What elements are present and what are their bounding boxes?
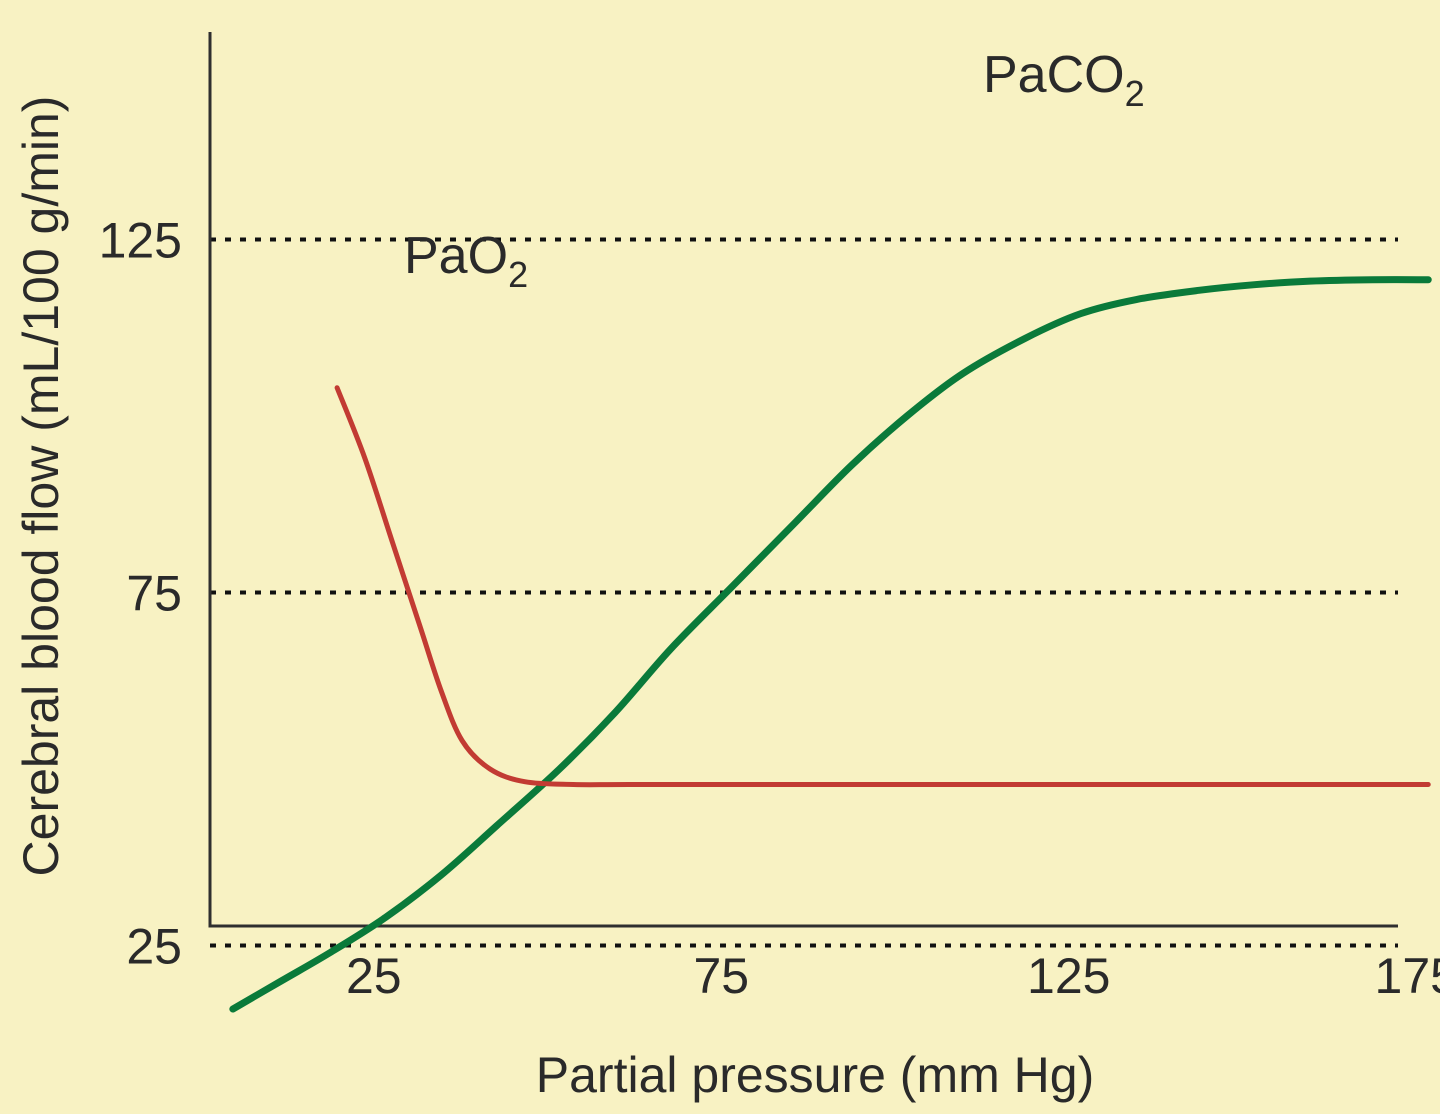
axes xyxy=(208,32,1398,928)
series xyxy=(229,276,1432,1013)
series-label-paco2-sub: 2 xyxy=(1125,73,1145,114)
series-label-pao2: PaO2 xyxy=(404,227,528,295)
x-axis-ticks: 25 75 125 175 xyxy=(346,948,1440,1004)
series-label-pao2-sub: 2 xyxy=(508,254,528,295)
x-tick-label-75: 75 xyxy=(693,948,749,1004)
x-tick-label-125: 125 xyxy=(1027,948,1110,1004)
y-tick-label-25: 25 xyxy=(126,919,182,975)
x-axis-title: Partial pressure (mm Hg) xyxy=(536,1047,1094,1103)
series-label-paco2: PaCO2 xyxy=(983,46,1145,114)
y-axis-title: Cerebral blood flow (mL/100 g/min) xyxy=(13,96,69,877)
y-tick-label-75: 75 xyxy=(126,566,182,622)
series-line-pao2 xyxy=(334,385,1431,788)
series-label-paco2-main: PaCO xyxy=(983,46,1125,104)
series-label-pao2-main: PaO xyxy=(404,227,508,285)
x-tick-label-175: 175 xyxy=(1375,948,1440,1004)
series-line-paco2 xyxy=(229,276,1432,1013)
x-tick-label-25: 25 xyxy=(346,948,402,1004)
y-axis-ticks: 25 75 125 xyxy=(99,213,182,975)
y-tick-label-125: 125 xyxy=(99,213,182,269)
